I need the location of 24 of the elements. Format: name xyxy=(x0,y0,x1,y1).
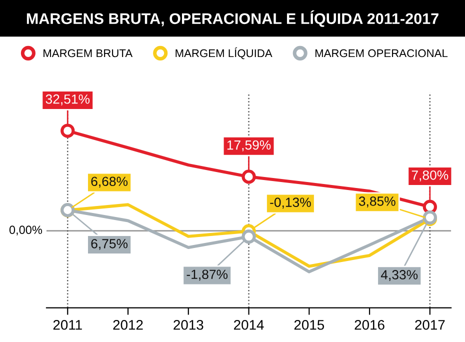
x-tick-label: 2016 xyxy=(354,320,384,330)
data-label: 7,80% xyxy=(412,170,448,182)
x-tick-label: 2015 xyxy=(294,320,324,330)
data-label: 4,33% xyxy=(380,270,418,281)
x-tick-label: 2017 xyxy=(415,320,445,330)
data-label: 6,75% xyxy=(91,238,128,250)
data-label: -1,87% xyxy=(186,270,228,281)
legend-label: MARGEM LÍQUIDA xyxy=(176,47,272,60)
legend-label: MARGEM BRUTA xyxy=(44,49,133,58)
ref-line-label: 0,00% xyxy=(9,226,42,236)
point xyxy=(242,170,256,184)
data-label: 6,68% xyxy=(91,176,128,188)
x-tick-label: 2012 xyxy=(113,320,143,330)
point xyxy=(242,230,256,244)
data-label: -0,13% xyxy=(270,198,311,209)
point xyxy=(60,124,75,138)
x-tick-label: 2013 xyxy=(174,320,204,330)
data-label: 3,85% xyxy=(358,196,396,208)
chart-title: MARGENS BRUTA, OPERACIONAL E LÍQUIDA 2011-2017 xyxy=(26,10,438,27)
legend-label: MARGEM OPERACIONAL xyxy=(315,49,448,58)
data-label: 17,59% xyxy=(227,140,271,152)
x-tick-label: 2014 xyxy=(234,320,264,330)
data-label: 32,51% xyxy=(46,94,90,106)
x-tick-label: 2011 xyxy=(53,320,82,330)
